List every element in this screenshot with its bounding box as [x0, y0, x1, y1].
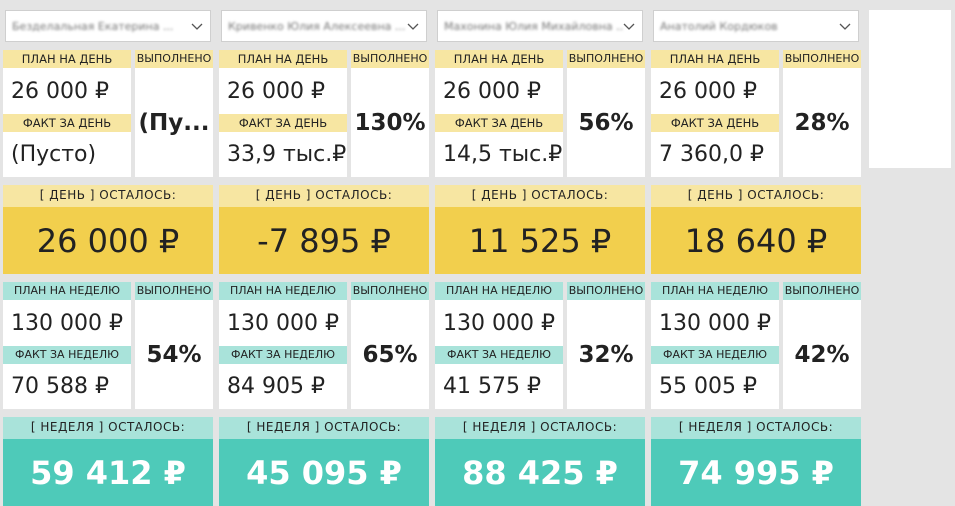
person-name: Анатолий Кордюков — [660, 19, 778, 33]
day-remaining-label: [ ДЕНЬ ] ОСТАЛОСЬ: — [435, 185, 645, 207]
fact-week-label: ФАКТ ЗА НЕДЕЛЮ — [3, 346, 131, 364]
fact-week-value: 41 575 ₽ — [435, 364, 563, 409]
day-remaining-card: [ ДЕНЬ ] ОСТАЛОСЬ: -7 895 ₽ — [219, 185, 429, 274]
done-week-value: 65% — [351, 300, 429, 409]
fact-day-label: ФАКТ ЗА ДЕНЬ — [3, 114, 131, 132]
week-remaining-value: 59 412 ₽ — [3, 439, 213, 506]
plan-week-label: ПЛАН НА НЕДЕЛЮ — [3, 282, 131, 300]
day-block: ПЛАН НА ДЕНЬ 26 000 ₽ ФАКТ ЗА ДЕНЬ 14,5 … — [435, 50, 645, 177]
week-remaining-label: [ НЕДЕЛЯ ] ОСТАЛОСЬ: — [435, 417, 645, 439]
day-remaining-card: [ ДЕНЬ ] ОСТАЛОСЬ: 26 000 ₽ — [3, 185, 213, 274]
fact-day-value: 14,5 тыс.₽ — [435, 132, 563, 177]
plan-day-value: 26 000 ₽ — [435, 68, 563, 114]
done-week-value: 32% — [567, 300, 645, 409]
done-week-label: ВЫПОЛНЕНО — [783, 282, 861, 300]
person-dropdown[interactable]: Махонина Юлия Михайловна ... — [437, 10, 643, 42]
fact-week-label: ФАКТ ЗА НЕДЕЛЮ — [651, 346, 779, 364]
week-block: ПЛАН НА НЕДЕЛЮ 130 000 ₽ ФАКТ ЗА НЕДЕЛЮ … — [651, 282, 861, 409]
done-day-value: 56% — [567, 68, 645, 177]
done-week-label: ВЫПОЛНЕНО — [567, 282, 645, 300]
plan-day-label: ПЛАН НА ДЕНЬ — [435, 50, 563, 68]
day-remaining-value: 11 525 ₽ — [435, 207, 645, 274]
week-remaining-card: [ НЕДЕЛЯ ] ОСТАЛОСЬ: 88 425 ₽ — [435, 417, 645, 506]
plan-day-value: 26 000 ₽ — [219, 68, 347, 114]
week-remaining-label: [ НЕДЕЛЯ ] ОСТАЛОСЬ: — [219, 417, 429, 439]
person-name: Кривенко Юлия Алексеевна ... — [228, 19, 406, 33]
fact-day-label: ФАКТ ЗА ДЕНЬ — [651, 114, 779, 132]
day-block: ПЛАН НА ДЕНЬ 26 000 ₽ ФАКТ ЗА ДЕНЬ 33,9 … — [219, 50, 429, 177]
plan-day-value: 26 000 ₽ — [3, 68, 131, 114]
plan-week-label: ПЛАН НА НЕДЕЛЮ — [651, 282, 779, 300]
week-block: ПЛАН НА НЕДЕЛЮ 130 000 ₽ ФАКТ ЗА НЕДЕЛЮ … — [435, 282, 645, 409]
done-day-value: 28% — [783, 68, 861, 177]
plan-day-label: ПЛАН НА ДЕНЬ — [3, 50, 131, 68]
plan-week-label: ПЛАН НА НЕДЕЛЮ — [435, 282, 563, 300]
done-day-label: ВЫПОЛНЕНО — [783, 50, 861, 68]
fact-week-label: ФАКТ ЗА НЕДЕЛЮ — [219, 346, 347, 364]
person-dropdown[interactable]: Анатолий Кордюков — [653, 10, 859, 42]
chevron-down-icon — [839, 23, 851, 30]
plan-day-label: ПЛАН НА ДЕНЬ — [651, 50, 779, 68]
person-dropdown[interactable]: Безделальная Екатерина ... — [5, 10, 211, 42]
day-remaining-value: 18 640 ₽ — [651, 207, 861, 274]
day-remaining-label: [ ДЕНЬ ] ОСТАЛОСЬ: — [651, 185, 861, 207]
plan-week-value: 130 000 ₽ — [3, 300, 131, 346]
person-column-4: Анатолий Кордюков ПЛАН НА ДЕНЬ 26 000 ₽ … — [651, 10, 861, 506]
day-remaining-value: 26 000 ₽ — [3, 207, 213, 274]
done-day-label: ВЫПОЛНЕНО — [135, 50, 213, 68]
person-name: Махонина Юлия Михайловна ... — [444, 19, 622, 33]
week-remaining-value: 88 425 ₽ — [435, 439, 645, 506]
day-remaining-value: -7 895 ₽ — [219, 207, 429, 274]
day-block: ПЛАН НА ДЕНЬ 26 000 ₽ ФАКТ ЗА ДЕНЬ (Пуст… — [3, 50, 213, 177]
chevron-down-icon — [623, 23, 635, 30]
chevron-down-icon — [407, 23, 419, 30]
week-block: ПЛАН НА НЕДЕЛЮ 130 000 ₽ ФАКТ ЗА НЕДЕЛЮ … — [3, 282, 213, 409]
plan-week-label: ПЛАН НА НЕДЕЛЮ — [219, 282, 347, 300]
plan-day-value: 26 000 ₽ — [651, 68, 779, 114]
person-column-3: Махонина Юлия Михайловна ... ПЛАН НА ДЕН… — [435, 10, 645, 506]
empty-tile — [869, 10, 951, 168]
person-dropdown[interactable]: Кривенко Юлия Алексеевна ... — [221, 10, 427, 42]
done-week-label: ВЫПОЛНЕНО — [135, 282, 213, 300]
fact-day-label: ФАКТ ЗА ДЕНЬ — [219, 114, 347, 132]
day-block: ПЛАН НА ДЕНЬ 26 000 ₽ ФАКТ ЗА ДЕНЬ 7 360… — [651, 50, 861, 177]
fact-day-value: (Пусто) — [3, 132, 131, 177]
week-remaining-card: [ НЕДЕЛЯ ] ОСТАЛОСЬ: 45 095 ₽ — [219, 417, 429, 506]
fact-day-label: ФАКТ ЗА ДЕНЬ — [435, 114, 563, 132]
plan-day-label: ПЛАН НА ДЕНЬ — [219, 50, 347, 68]
fact-week-label: ФАКТ ЗА НЕДЕЛЮ — [435, 346, 563, 364]
done-day-label: ВЫПОЛНЕНО — [567, 50, 645, 68]
day-remaining-card: [ ДЕНЬ ] ОСТАЛОСЬ: 11 525 ₽ — [435, 185, 645, 274]
done-day-value: (Пу... — [135, 68, 213, 177]
week-remaining-label: [ НЕДЕЛЯ ] ОСТАЛОСЬ: — [651, 417, 861, 439]
fact-day-value: 33,9 тыс.₽ — [219, 132, 347, 177]
day-remaining-label: [ ДЕНЬ ] ОСТАЛОСЬ: — [219, 185, 429, 207]
done-day-label: ВЫПОЛНЕНО — [351, 50, 429, 68]
person-column-2: Кривенко Юлия Алексеевна ... ПЛАН НА ДЕН… — [219, 10, 429, 506]
week-remaining-value: 74 995 ₽ — [651, 439, 861, 506]
done-week-value: 54% — [135, 300, 213, 409]
plan-week-value: 130 000 ₽ — [651, 300, 779, 346]
fact-day-value: 7 360,0 ₽ — [651, 132, 779, 177]
week-remaining-card: [ НЕДЕЛЯ ] ОСТАЛОСЬ: 74 995 ₽ — [651, 417, 861, 506]
day-remaining-label: [ ДЕНЬ ] ОСТАЛОСЬ: — [3, 185, 213, 207]
done-day-value: 130% — [351, 68, 429, 177]
day-remaining-card: [ ДЕНЬ ] ОСТАЛОСЬ: 18 640 ₽ — [651, 185, 861, 274]
done-week-value: 42% — [783, 300, 861, 409]
person-name: Безделальная Екатерина ... — [12, 19, 174, 33]
done-week-label: ВЫПОЛНЕНО — [351, 282, 429, 300]
fact-week-value: 84 905 ₽ — [219, 364, 347, 409]
fact-week-value: 55 005 ₽ — [651, 364, 779, 409]
week-remaining-card: [ НЕДЕЛЯ ] ОСТАЛОСЬ: 59 412 ₽ — [3, 417, 213, 506]
fact-week-value: 70 588 ₽ — [3, 364, 131, 409]
plan-week-value: 130 000 ₽ — [219, 300, 347, 346]
week-remaining-value: 45 095 ₽ — [219, 439, 429, 506]
chevron-down-icon — [191, 23, 203, 30]
person-column-1: Безделальная Екатерина ... ПЛАН НА ДЕНЬ … — [3, 10, 213, 506]
week-block: ПЛАН НА НЕДЕЛЮ 130 000 ₽ ФАКТ ЗА НЕДЕЛЮ … — [219, 282, 429, 409]
plan-week-value: 130 000 ₽ — [435, 300, 563, 346]
week-remaining-label: [ НЕДЕЛЯ ] ОСТАЛОСЬ: — [3, 417, 213, 439]
